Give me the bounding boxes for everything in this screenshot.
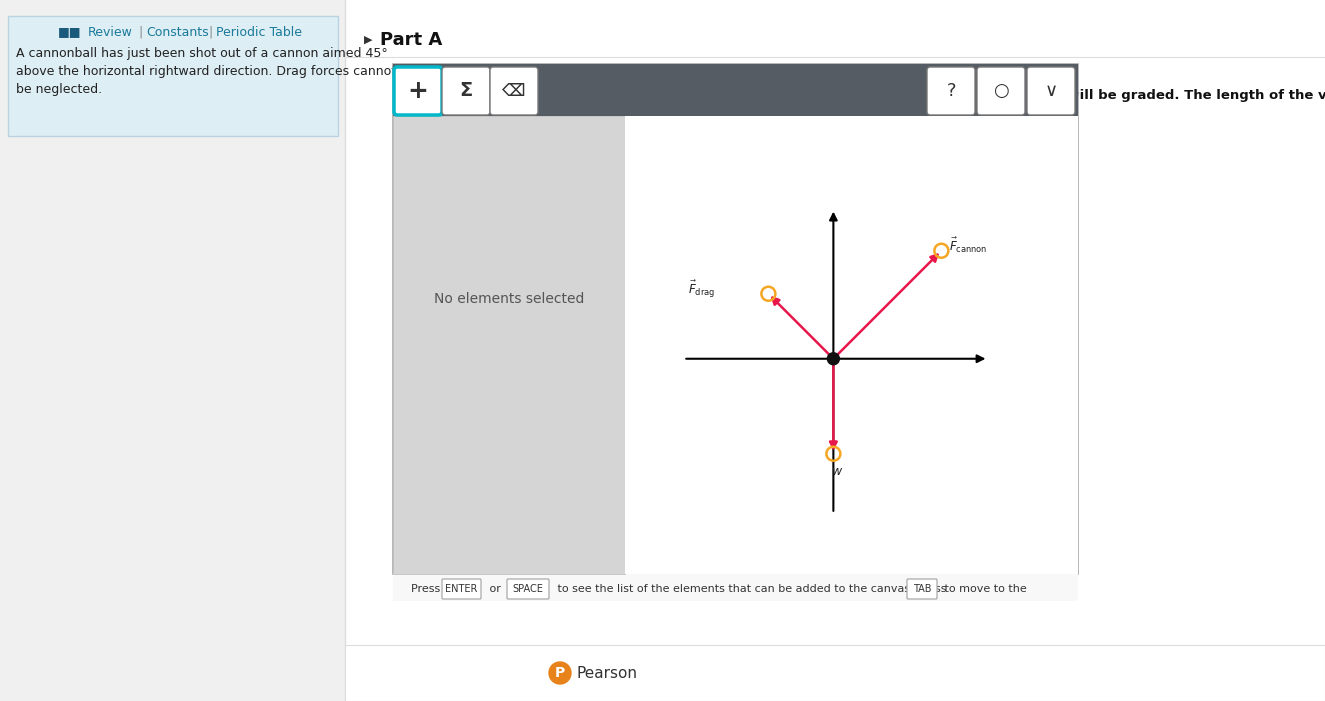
- FancyBboxPatch shape: [490, 67, 538, 115]
- FancyBboxPatch shape: [625, 116, 1079, 574]
- Text: Periodic Table: Periodic Table: [216, 25, 302, 39]
- Text: free-body diagram: free-body diagram: [465, 69, 588, 81]
- FancyBboxPatch shape: [394, 67, 443, 115]
- FancyBboxPatch shape: [443, 67, 490, 115]
- Text: of the: of the: [578, 69, 625, 81]
- Text: be neglected.: be neglected.: [16, 83, 102, 97]
- FancyBboxPatch shape: [908, 579, 937, 599]
- Text: to move to the: to move to the: [941, 584, 1027, 594]
- FancyBboxPatch shape: [394, 64, 1079, 116]
- Circle shape: [827, 353, 839, 365]
- FancyBboxPatch shape: [344, 0, 1325, 701]
- Text: P: P: [555, 666, 566, 680]
- Text: $\vec{F}_\mathrm{drag}$: $\vec{F}_\mathrm{drag}$: [689, 279, 716, 300]
- Text: A cannonball has just been shot out of a cannon aimed 45°: A cannonball has just been shot out of a…: [16, 48, 388, 60]
- Text: ENTER: ENTER: [445, 584, 477, 594]
- FancyBboxPatch shape: [977, 67, 1026, 115]
- Text: Review: Review: [87, 25, 132, 39]
- Circle shape: [549, 662, 571, 684]
- Text: ∨: ∨: [1044, 82, 1057, 100]
- Text: Part A: Part A: [380, 31, 443, 49]
- Text: ⌫: ⌫: [502, 82, 526, 100]
- Text: graded.: graded.: [415, 104, 473, 116]
- Text: ?: ?: [946, 82, 955, 100]
- Text: Press: Press: [411, 584, 444, 594]
- Text: +: +: [408, 79, 428, 103]
- Text: .: .: [682, 69, 688, 81]
- Text: Draw the: Draw the: [415, 69, 480, 81]
- Text: TAB: TAB: [913, 584, 931, 594]
- Text: ▶: ▶: [364, 35, 372, 45]
- Text: |: |: [138, 25, 142, 39]
- Text: to see the list of the elements that can be added to the canvas. Press: to see the list of the elements that can…: [554, 584, 950, 594]
- FancyBboxPatch shape: [344, 645, 1325, 701]
- Text: Pearson: Pearson: [576, 665, 637, 681]
- Text: $\vec{F}_\mathrm{cannon}$: $\vec{F}_\mathrm{cannon}$: [950, 236, 988, 255]
- FancyBboxPatch shape: [8, 16, 338, 136]
- FancyBboxPatch shape: [927, 67, 975, 115]
- Text: Σ: Σ: [460, 81, 473, 100]
- FancyBboxPatch shape: [443, 579, 481, 599]
- Text: Draw the vectors starting at the black dot. The location and orientation of the : Draw the vectors starting at the black d…: [415, 88, 1325, 102]
- Text: |: |: [208, 25, 212, 39]
- Text: above the horizontal rightward direction. Drag forces cannot: above the horizontal rightward direction…: [16, 65, 396, 79]
- Text: ○: ○: [994, 82, 1008, 100]
- Text: ■■: ■■: [58, 25, 82, 39]
- FancyBboxPatch shape: [394, 573, 1079, 601]
- Text: Constants: Constants: [146, 25, 208, 39]
- FancyBboxPatch shape: [394, 116, 625, 574]
- Text: cannonball: cannonball: [617, 69, 692, 81]
- Text: SPACE: SPACE: [513, 584, 543, 594]
- Text: $w$: $w$: [831, 465, 844, 478]
- FancyBboxPatch shape: [1027, 67, 1075, 115]
- Text: No elements selected: No elements selected: [433, 292, 584, 306]
- Text: or: or: [486, 584, 505, 594]
- FancyBboxPatch shape: [394, 64, 1079, 574]
- FancyBboxPatch shape: [507, 579, 549, 599]
